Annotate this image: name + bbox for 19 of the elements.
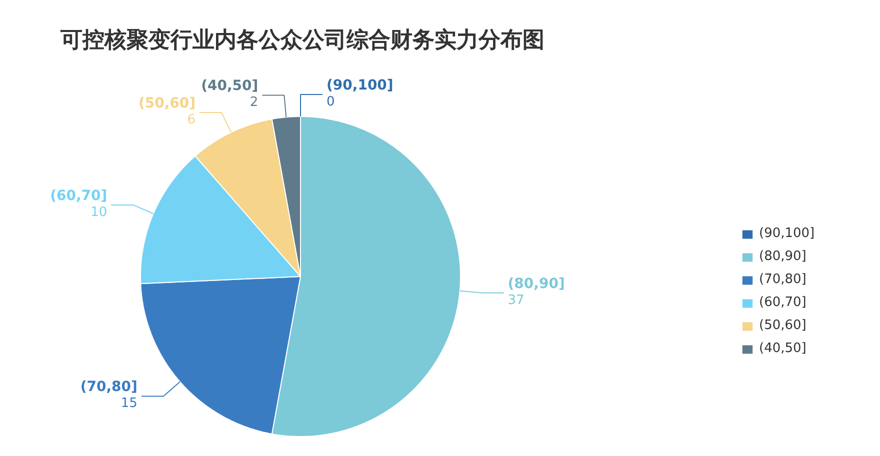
data-label: 6	[187, 112, 196, 128]
slice-label: (40,50]	[201, 78, 258, 94]
slice-label: (50,60]	[138, 96, 196, 112]
data-label: 37	[508, 292, 524, 308]
slice-label: (70,80]	[80, 379, 138, 396]
legend-label: (70,80]	[759, 272, 806, 287]
legend-label: (40,50]	[759, 341, 806, 356]
data-label: 2	[250, 95, 258, 110]
slice-label: (80,90]	[508, 276, 565, 292]
legend-label: (80,90]	[759, 249, 806, 264]
slice-label: (60,70]	[50, 188, 108, 204]
legend-label: (90,100]	[759, 226, 815, 241]
legend-label: (60,70]	[759, 295, 806, 310]
legend-label: (50,60]	[759, 318, 806, 333]
chart-title: 可控核聚变行业内各公众公司综合财务实力分布图	[60, 27, 544, 53]
category-label: (90,100]	[326, 78, 394, 94]
data-label: 15	[120, 396, 138, 412]
text: 0	[326, 94, 335, 110]
data-label: 10	[90, 204, 108, 220]
